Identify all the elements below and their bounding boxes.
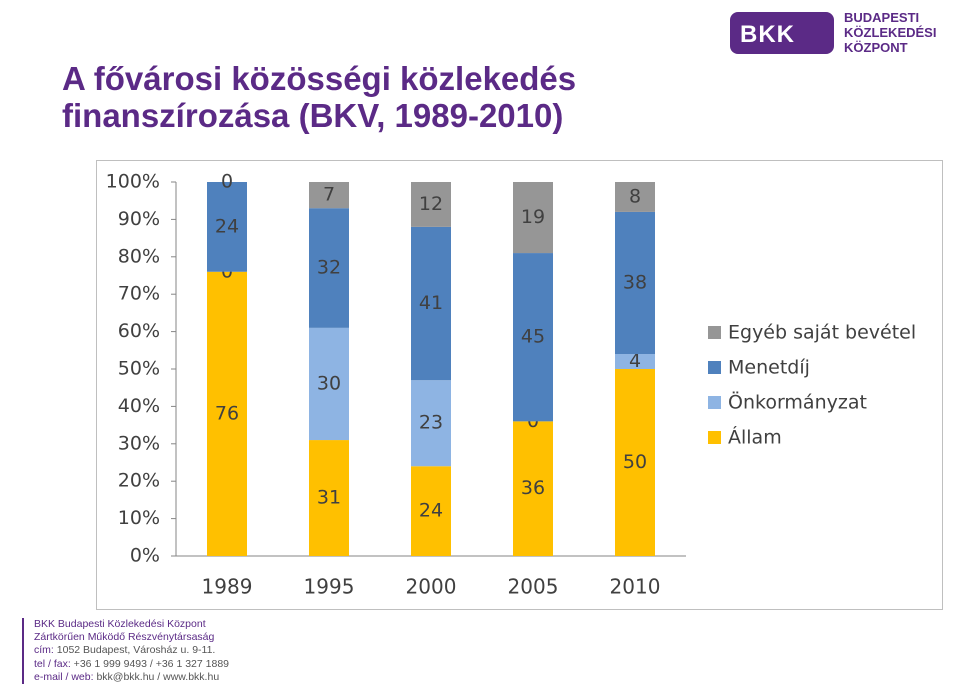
y-tick-label: 90% — [118, 208, 160, 230]
bar-segment — [207, 271, 247, 556]
bar-segment — [309, 182, 349, 209]
footer-address-value: 1052 Budapest, Városház u. 9-11. — [53, 644, 216, 657]
bar-segment — [615, 354, 655, 369]
x-tick-label: 2000 — [406, 575, 457, 599]
bar-segment — [309, 327, 349, 441]
data-label: 24 — [215, 215, 239, 237]
data-label: 41 — [419, 292, 443, 314]
slide-title: A fővárosi közösségi közlekedés finanszí… — [62, 60, 702, 134]
y-tick-label: 70% — [118, 283, 160, 305]
y-tick-label: 40% — [118, 395, 160, 417]
legend-swatch — [708, 396, 721, 409]
data-label: 23 — [419, 412, 443, 434]
y-tick-label: 20% — [118, 470, 160, 492]
legend-label: Állam — [728, 426, 782, 449]
footer-address: cím: 1052 Budapest, Városház u. 9-11. — [34, 644, 434, 657]
data-label: 36 — [521, 477, 545, 499]
legend-swatch — [708, 361, 721, 374]
y-tick-label: 50% — [118, 358, 160, 380]
data-label: 50 — [623, 451, 647, 473]
footer-accent-bar — [22, 618, 24, 684]
footer-web-value: bkk@bkk.hu / www.bkk.hu — [93, 670, 220, 683]
y-tick-label: 10% — [118, 507, 160, 529]
logo-wordmark: BUDAPESTI KÖZLEKEDÉSI KÖZPONT — [844, 10, 954, 55]
data-label: 30 — [317, 372, 341, 394]
data-label: 38 — [623, 271, 647, 293]
data-label: 31 — [317, 487, 341, 509]
data-label: 76 — [215, 402, 239, 424]
footer-contact: BKK Budapesti Közlekedési Központ Zártkö… — [34, 618, 434, 684]
x-tick-label: 2010 — [610, 575, 661, 599]
x-tick-label: 1989 — [202, 575, 253, 599]
x-tick-label: 1995 — [304, 575, 355, 599]
logo-line1: BUDAPESTI — [844, 10, 920, 25]
y-tick-label: 100% — [106, 171, 160, 193]
footer-phone-label: tel / fax: — [34, 657, 71, 670]
data-label: 0 — [221, 171, 233, 193]
bar-segment — [309, 208, 349, 328]
y-tick-label: 0% — [130, 545, 160, 567]
data-label: 12 — [419, 193, 443, 215]
legend-label: Önkormányzat — [728, 391, 867, 414]
bar-segment — [615, 211, 655, 355]
data-label: 7 — [323, 184, 335, 206]
bar-segment — [615, 369, 655, 556]
footer-web: e-mail / web: bkk@bkk.hu / www.bkk.hu — [34, 671, 434, 684]
bar-segment — [411, 226, 451, 381]
data-label: 19 — [521, 206, 545, 228]
bar-segment — [513, 421, 553, 556]
chart-frame — [96, 160, 943, 610]
data-label: 24 — [419, 500, 443, 522]
bar-segment — [411, 380, 451, 467]
footer-address-label: cím: — [34, 644, 54, 657]
bar-segment — [411, 182, 451, 227]
x-tick-label: 2005 — [508, 575, 559, 599]
data-label: 45 — [521, 326, 545, 348]
data-label: 32 — [317, 257, 341, 279]
legend-swatch — [708, 431, 721, 444]
bar-segment — [411, 466, 451, 556]
bkk-logo: BKK BUDAPESTI KÖZLEKEDÉSI KÖZPONT — [730, 8, 950, 58]
footer-phone: tel / fax: +36 1 999 9493 / +36 1 327 18… — [34, 658, 434, 671]
legend-label: Menetdíj — [728, 357, 810, 379]
logo-line2: KÖZLEKEDÉSI — [844, 25, 937, 40]
footer-web-label: e-mail / web: — [34, 670, 94, 683]
footer-phone-value: +36 1 999 9493 / +36 1 327 1889 — [70, 657, 229, 670]
logo-badge: BKK — [730, 12, 834, 54]
slide-title-line2: finanszírozása (BKV, 1989-2010) — [62, 97, 564, 134]
data-label: 4 — [629, 350, 641, 372]
logo-line3: KÖZPONT — [844, 40, 908, 55]
logo-badge-text: BKK — [740, 21, 795, 48]
y-tick-label: 80% — [118, 245, 160, 267]
bar-segment — [513, 253, 553, 422]
legend-swatch — [708, 326, 721, 339]
bar-segment — [513, 182, 553, 254]
data-label: 8 — [629, 185, 641, 207]
slide-title-line1: A fővárosi közösségi közlekedés — [62, 60, 577, 97]
legend-label: Egyéb saját bevétel — [728, 322, 916, 344]
footer-company-type: Zártkörűen Működő Részvénytársaság — [34, 631, 215, 644]
y-tick-label: 60% — [118, 320, 160, 342]
bar-segment — [615, 182, 655, 212]
bar-segment — [309, 440, 349, 556]
footer-company: BKK Budapesti Közlekedési Központ — [34, 618, 206, 630]
bar-segment — [207, 182, 247, 272]
y-tick-label: 30% — [118, 432, 160, 454]
